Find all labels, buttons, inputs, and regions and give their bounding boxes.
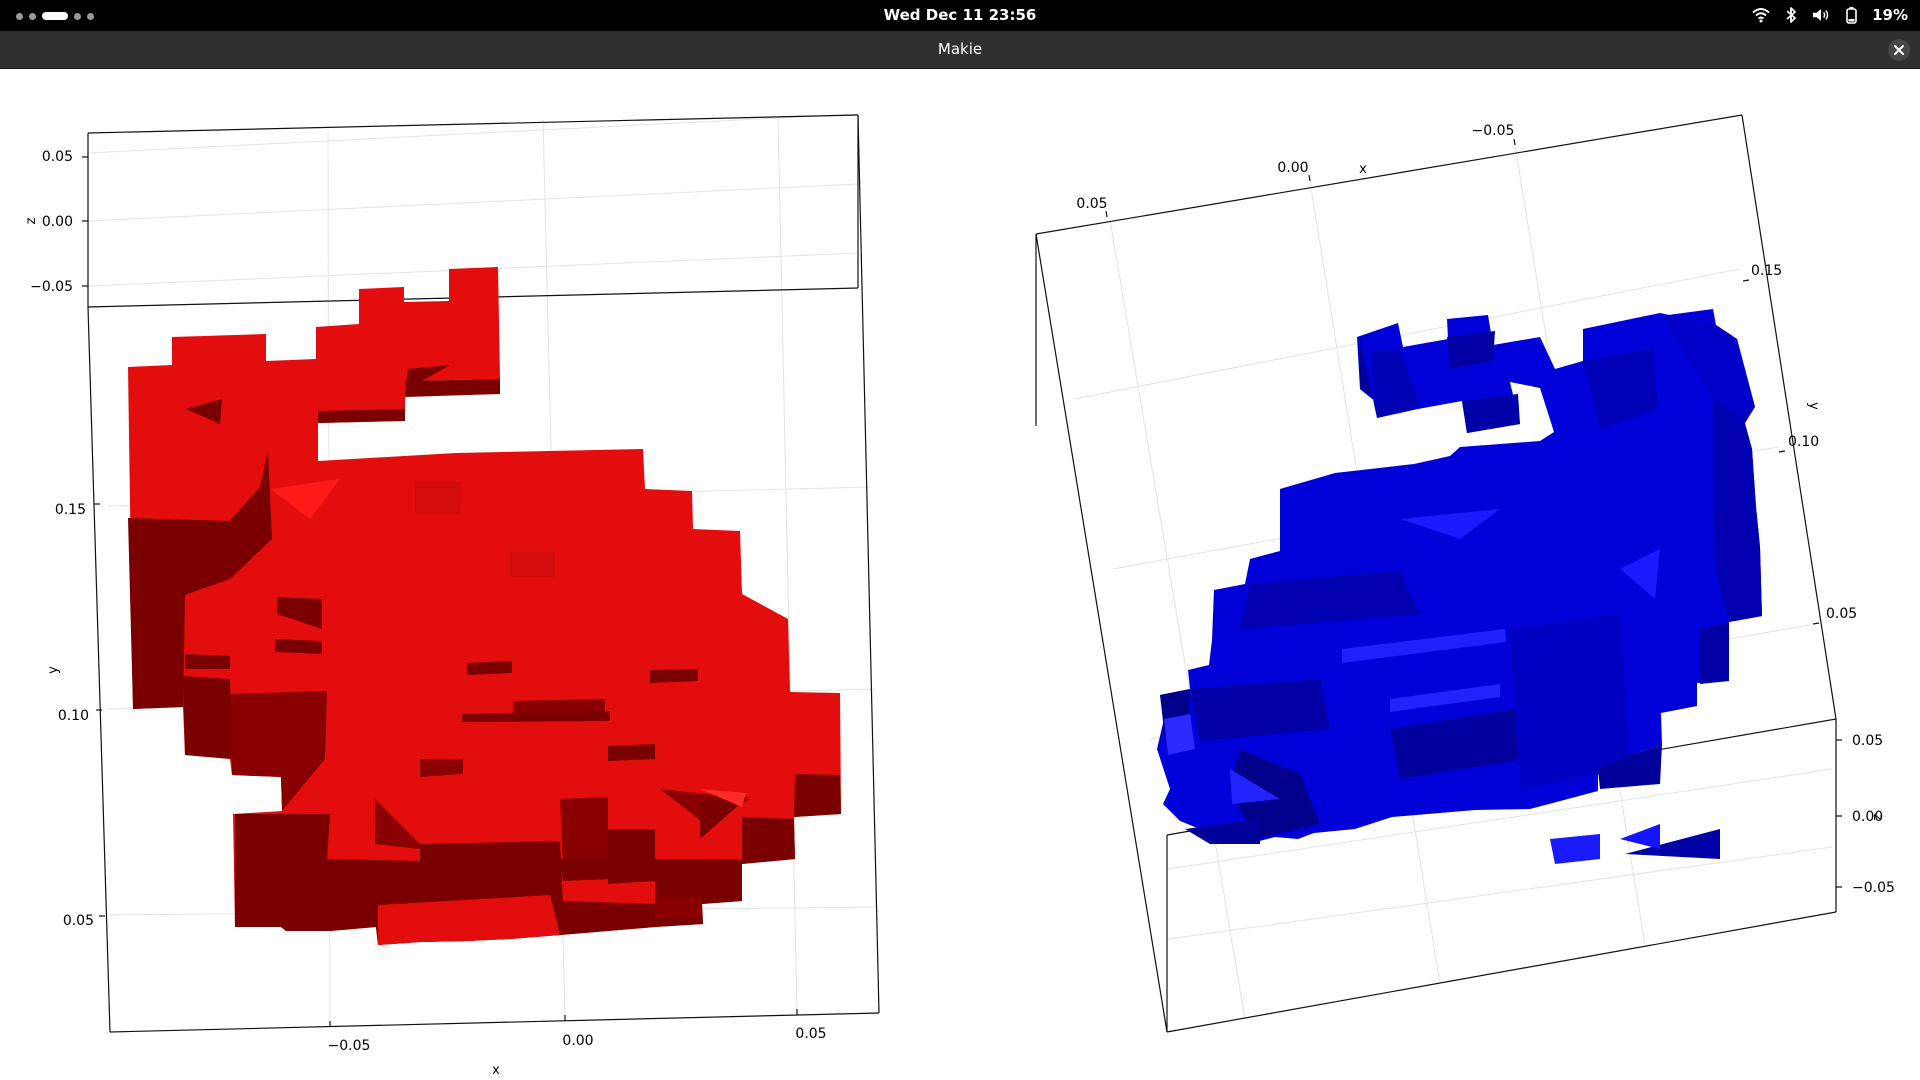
left-z-tick-label: 0.00 xyxy=(42,214,73,230)
blue-voxel-mesh xyxy=(1157,309,1762,864)
window-titlebar[interactable]: Makie xyxy=(0,31,1920,69)
workspace-dot[interactable] xyxy=(87,12,94,20)
right-x-tick-label: −0.05 xyxy=(1472,123,1515,139)
plot-surface: 0.05 0.00 −0.05 0.15 0.10 0.05 −0.05 0.0… xyxy=(24,113,1895,1078)
battery-percentage: 19% xyxy=(1872,6,1908,24)
workspace-indicator[interactable] xyxy=(16,11,94,21)
right-y-axis-label: y xyxy=(1806,402,1821,410)
left-tickmarks xyxy=(82,156,798,1027)
makie-canvas[interactable]: 0.05 0.00 −0.05 0.15 0.10 0.05 −0.05 0.0… xyxy=(0,69,1920,1080)
volume-icon[interactable] xyxy=(1812,6,1830,24)
right-z-axis-label: z xyxy=(1870,814,1885,821)
right-z-tick-label: 0.00 xyxy=(1852,809,1883,825)
right-x-axis-label: x xyxy=(1359,162,1367,177)
left-z-axis-label: z xyxy=(24,217,39,224)
left-x-tick-label: −0.05 xyxy=(328,1038,371,1054)
window-title: Makie xyxy=(937,40,983,58)
left-y-tick-label: 0.10 xyxy=(58,708,89,724)
left-z-tick-label: 0.05 xyxy=(42,149,73,165)
left-z-tick-label: −0.05 xyxy=(30,279,73,295)
bluetooth-icon[interactable] xyxy=(1782,6,1800,24)
wifi-icon[interactable] xyxy=(1752,6,1770,24)
battery-icon[interactable] xyxy=(1842,6,1860,24)
left-y-tick-label: 0.05 xyxy=(63,913,94,929)
left-axis3[interactable]: 0.05 0.00 −0.05 0.15 0.10 0.05 −0.05 0.0… xyxy=(24,113,880,1078)
right-z-tick-label: −0.05 xyxy=(1852,880,1895,896)
workspace-dot[interactable] xyxy=(29,12,36,20)
clock[interactable]: Wed Dec 11 23:56 xyxy=(883,6,1037,24)
close-button[interactable] xyxy=(1888,39,1910,61)
right-y-tick-label: 0.05 xyxy=(1826,606,1857,622)
left-x-tick-label: 0.00 xyxy=(562,1033,593,1049)
close-icon xyxy=(1894,45,1904,55)
top-bar: Wed Dec 11 23:56 xyxy=(0,0,1920,31)
active-workspace-pill[interactable] xyxy=(42,12,68,20)
system-tray[interactable]: 19% xyxy=(1752,4,1908,26)
right-y-tick-label: 0.15 xyxy=(1751,263,1782,279)
right-x-tick-label: 0.00 xyxy=(1277,160,1308,176)
left-y-tick-label: 0.15 xyxy=(55,502,86,518)
left-x-axis-label: x xyxy=(492,1063,500,1078)
workspace-dot[interactable] xyxy=(16,12,23,20)
right-axis3[interactable]: 0.05 0.00 −0.05 0.15 0.10 0.05 0.05 0.00… xyxy=(1035,114,1895,1033)
right-x-tick-label: 0.05 xyxy=(1076,196,1107,212)
left-y-axis-label: y xyxy=(46,666,61,674)
red-voxel-mesh xyxy=(128,267,841,945)
workspace-dot[interactable] xyxy=(74,12,81,20)
left-x-tick-label: 0.05 xyxy=(795,1026,826,1042)
right-y-tick-label: 0.10 xyxy=(1788,434,1819,450)
right-tickmarks xyxy=(1105,138,1842,888)
right-z-tick-label: 0.05 xyxy=(1852,733,1883,749)
